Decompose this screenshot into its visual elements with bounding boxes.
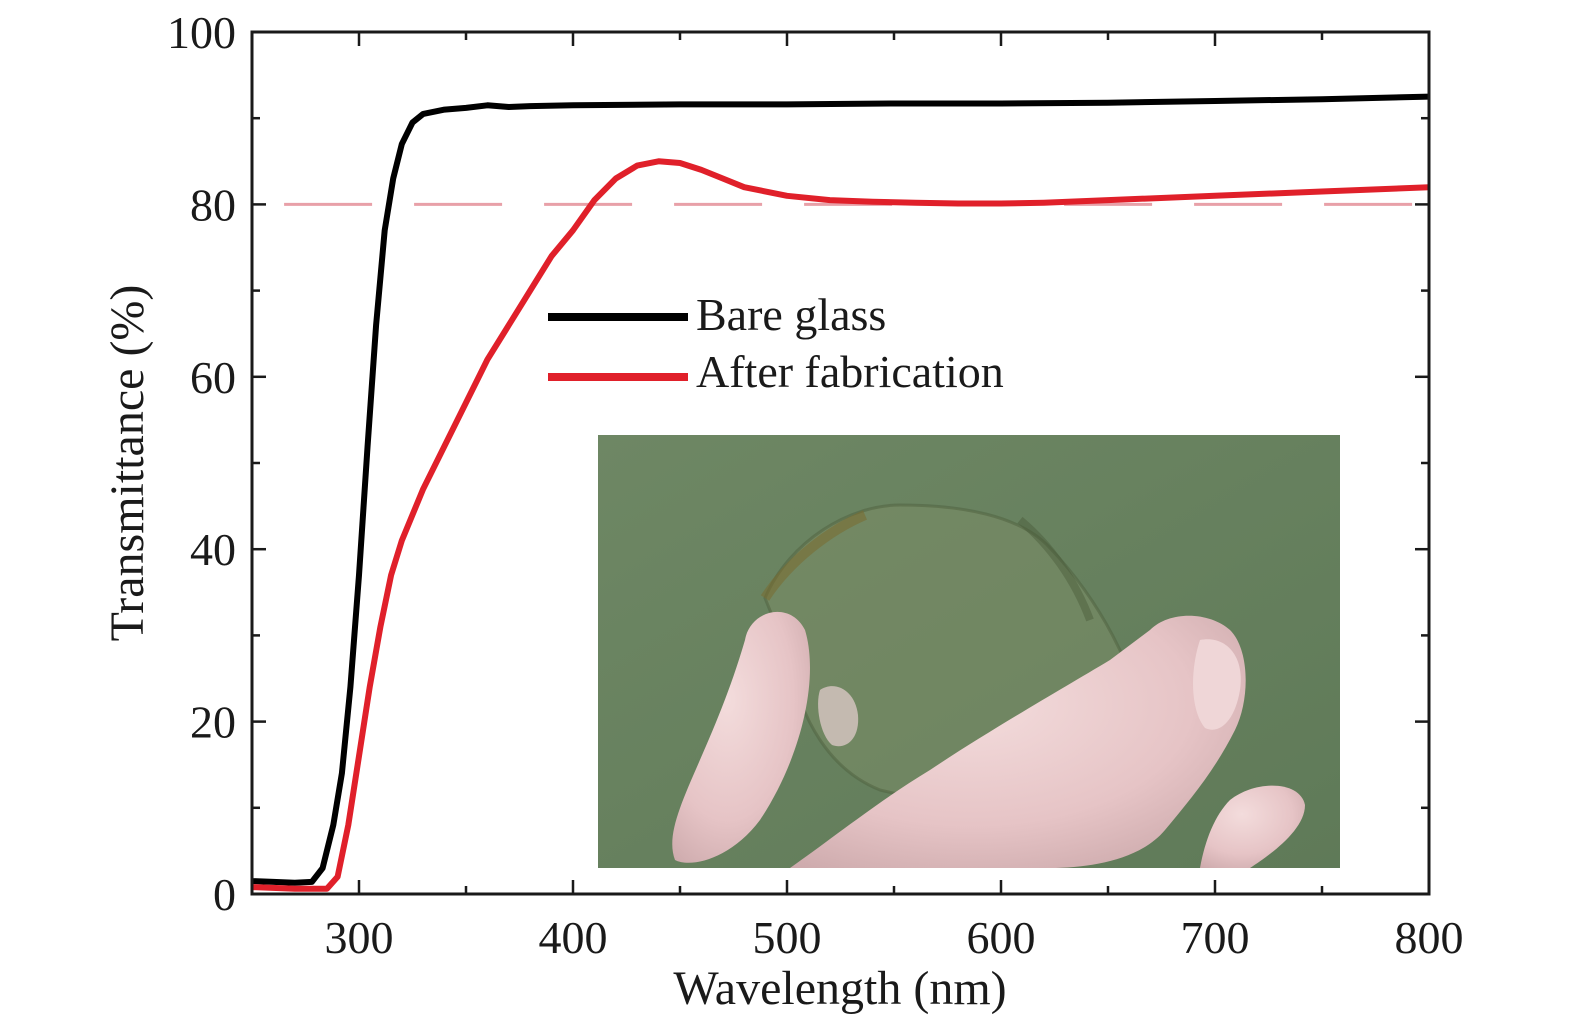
inset-photo — [598, 435, 1340, 868]
x-tick-label: 300 — [325, 912, 394, 963]
y-tick-label: 40 — [190, 524, 236, 575]
legend-label-bare-glass: Bare glass — [696, 289, 886, 340]
series-line-0 — [252, 93, 1429, 886]
x-tick-label: 500 — [753, 912, 822, 963]
x-tick-label: 600 — [967, 912, 1036, 963]
y-tick-label: 60 — [190, 352, 236, 403]
x-tick-label: 700 — [1181, 912, 1250, 963]
legend: Bare glass After fabrication — [548, 289, 1004, 397]
y-tick-label: 100 — [167, 7, 236, 58]
series-line-1 — [252, 158, 1429, 892]
y-tick-label: 80 — [190, 179, 236, 230]
x-tick-label: 800 — [1395, 912, 1464, 963]
y-tick-label: 20 — [190, 697, 236, 748]
x-axis-title: Wavelength (nm) — [673, 962, 1006, 1015]
y-tick-label: 0 — [213, 869, 236, 920]
y-axis-title: Transmittance (%) — [101, 285, 154, 642]
x-tick-label: 400 — [539, 912, 608, 963]
legend-label-after-fabrication: After fabrication — [696, 346, 1004, 397]
